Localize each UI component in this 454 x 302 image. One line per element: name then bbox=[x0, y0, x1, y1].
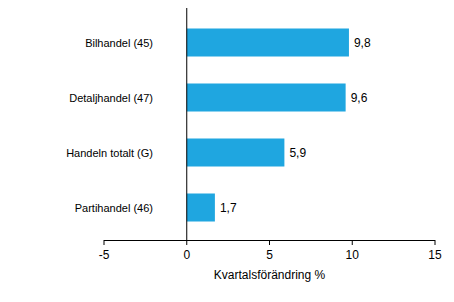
data-label: 1,7 bbox=[220, 201, 237, 215]
category-label: Detaljhandel (47) bbox=[69, 92, 153, 104]
x-tick bbox=[435, 240, 436, 245]
data-label: 5,9 bbox=[289, 146, 306, 160]
category-label: Handeln totalt (G) bbox=[66, 147, 153, 159]
x-tick bbox=[104, 240, 105, 245]
category-label: Bilhandel (45) bbox=[85, 37, 153, 49]
bar bbox=[187, 29, 349, 57]
x-tick-label: 0 bbox=[183, 248, 190, 262]
x-tick bbox=[269, 240, 270, 245]
zero-line bbox=[186, 8, 187, 240]
x-tick-label: 15 bbox=[428, 248, 442, 262]
x-tick bbox=[186, 240, 187, 245]
category-label: Partihandel (46) bbox=[75, 202, 153, 214]
bar bbox=[187, 194, 215, 222]
x-tick bbox=[352, 240, 353, 245]
chart: -5 0 5 10 15 Kvartalsförändring % Bilhandel (4… bbox=[0, 0, 454, 302]
bar bbox=[187, 84, 346, 112]
x-tick-label: 10 bbox=[346, 248, 360, 262]
data-label: 9,8 bbox=[354, 36, 371, 50]
x-axis-label: Kvartalsförändring % bbox=[214, 268, 326, 282]
x-tick-label: 5 bbox=[266, 248, 273, 262]
bar bbox=[187, 139, 285, 167]
x-tick-label: -5 bbox=[99, 248, 110, 262]
bars bbox=[187, 29, 349, 222]
data-label: 9,6 bbox=[351, 91, 368, 105]
